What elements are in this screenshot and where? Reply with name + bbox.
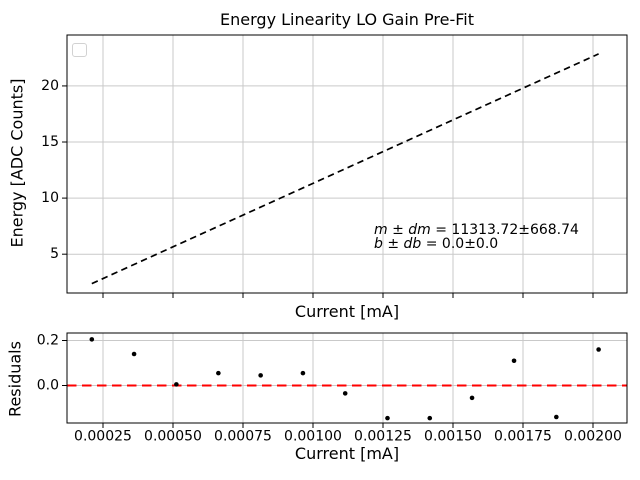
svg-text:0.00025: 0.00025	[74, 429, 132, 445]
svg-text:0.00050: 0.00050	[144, 429, 202, 445]
svg-text:0.00150: 0.00150	[424, 429, 482, 445]
slope-value: = 11313.72±668.74	[430, 222, 579, 238]
svg-text:0.00100: 0.00100	[284, 429, 342, 445]
svg-text:0.2: 0.2	[37, 332, 59, 348]
svg-text:0.00075: 0.00075	[214, 429, 272, 445]
slope-symbol: m ± dm	[374, 222, 431, 238]
intercept-symbol: b ± db	[374, 235, 422, 252]
svg-text:0.00175: 0.00175	[494, 429, 552, 445]
legend-empty-box	[72, 43, 87, 57]
fit-intercept-text: b ± db = 0.0±0.0	[374, 235, 579, 252]
fit-slope-text: m ± dm = 11313.72±668.74	[374, 222, 579, 238]
intercept-value: = 0.0±0.0	[421, 235, 499, 252]
bottom-x-axis-label: Current [mA]	[294, 444, 400, 463]
top-y-axis-label: Energy [ADC Counts]	[7, 78, 27, 248]
svg-text:0.0: 0.0	[37, 377, 59, 393]
svg-text:15: 15	[41, 134, 59, 150]
fit-parameters-annotation: m ± dm = 11313.72±668.74 b ± db = 0.0±0.…	[374, 222, 579, 252]
svg-text:10: 10	[41, 190, 59, 206]
svg-text:5: 5	[50, 246, 59, 262]
top-x-axis-label: Current [mA]	[294, 302, 400, 321]
bottom-y-axis-label: Residuals	[5, 341, 25, 417]
svg-text:0.00200: 0.00200	[564, 429, 622, 445]
chart-title: Energy Linearity LO Gain Pre-Fit	[220, 10, 474, 29]
svg-text:20: 20	[41, 78, 59, 94]
svg-text:0.00125: 0.00125	[354, 429, 412, 445]
